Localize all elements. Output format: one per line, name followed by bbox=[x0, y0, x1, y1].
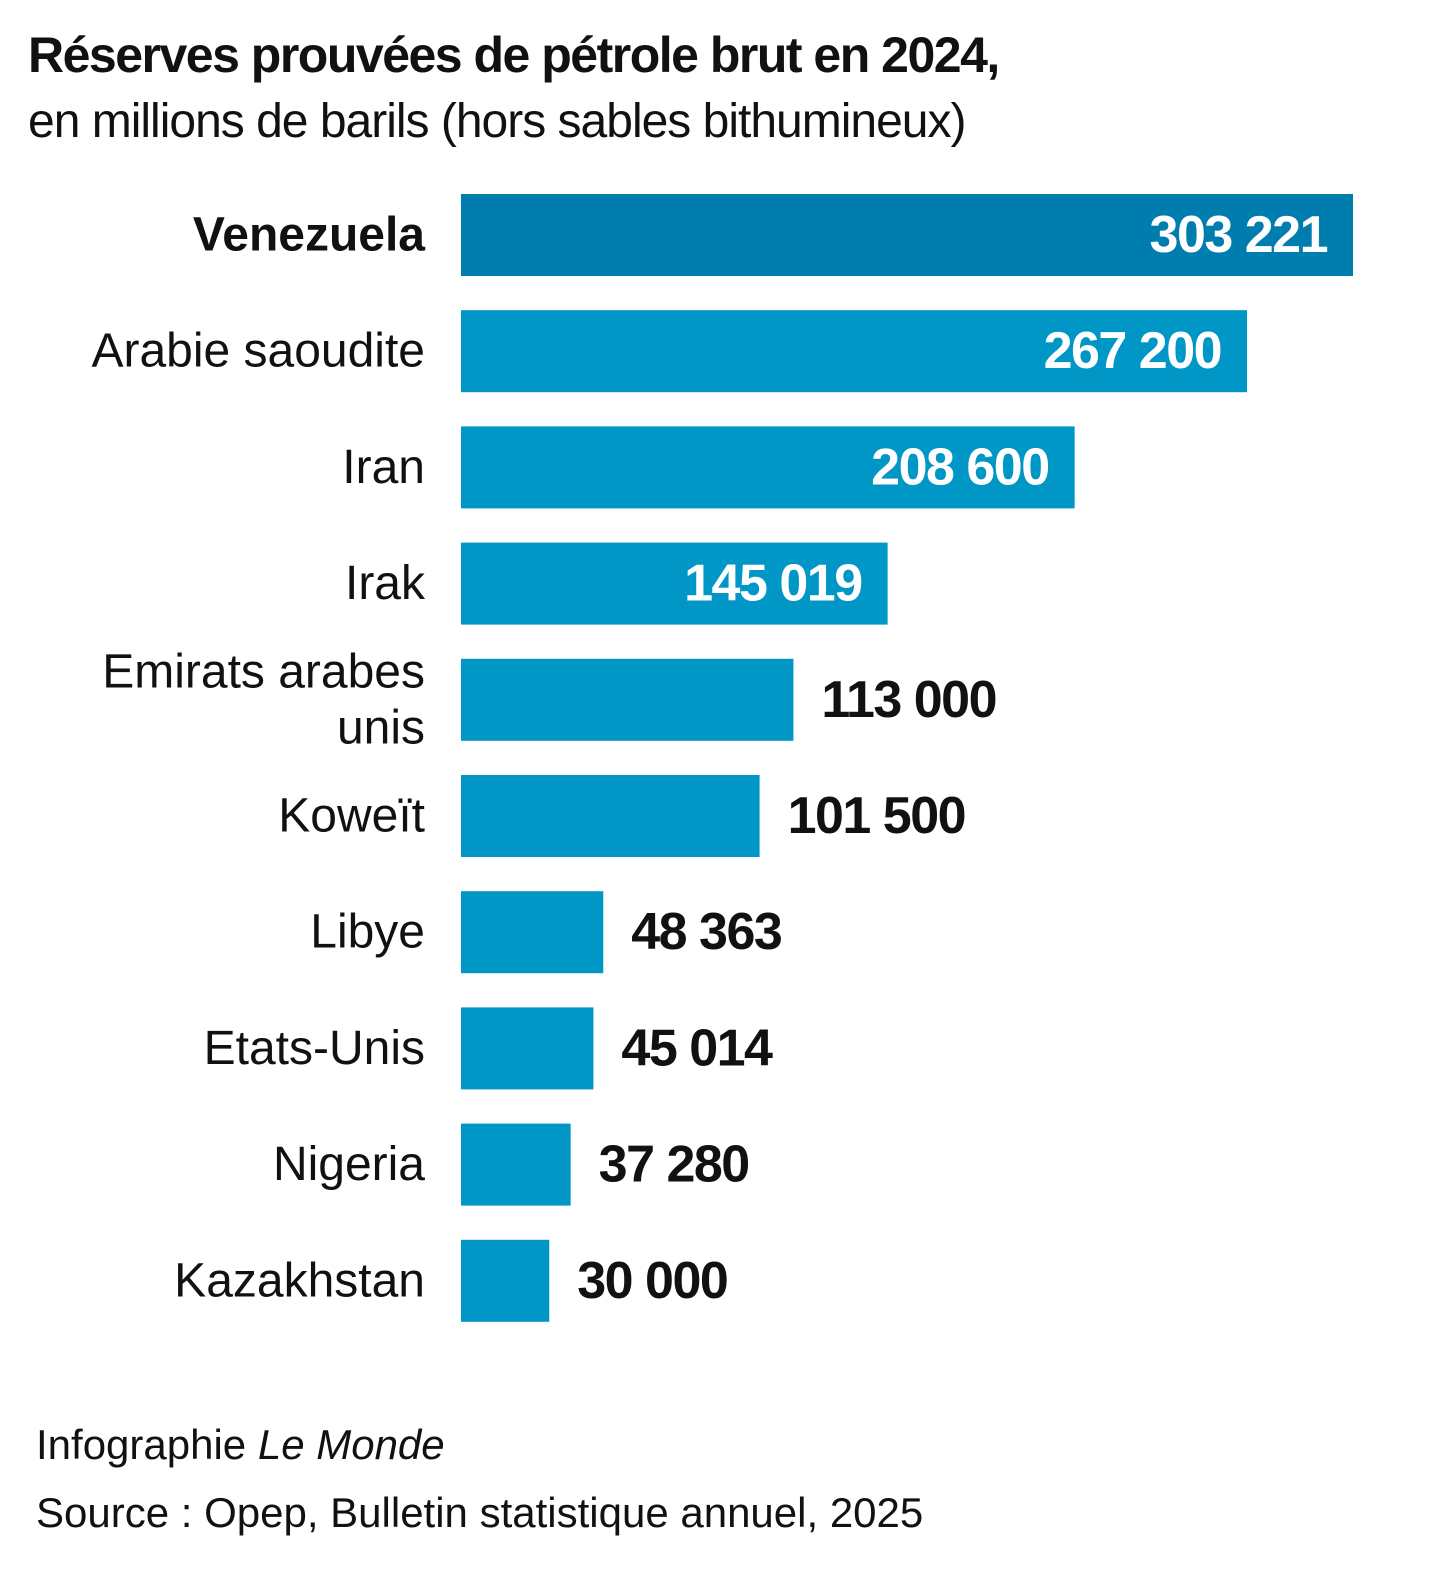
value-label: 113 000 bbox=[821, 671, 996, 729]
category-label: Venezuela bbox=[193, 209, 425, 262]
category-label: Etats-Unis bbox=[204, 1022, 425, 1075]
category-label-line: Iran bbox=[342, 441, 425, 494]
category-label-line: Venezuela bbox=[193, 209, 425, 262]
bar bbox=[461, 658, 794, 741]
category-label: Emirats arabes unis bbox=[102, 645, 425, 754]
category-label-line: Libye bbox=[310, 906, 425, 959]
chart-title: Réserves prouvées de pétrole brut en 202… bbox=[28, 27, 1000, 83]
credit-publication: Le Monde bbox=[257, 1421, 445, 1468]
bar bbox=[461, 310, 1248, 393]
category-label-line: unis bbox=[337, 701, 425, 754]
category-label-line: Etats-Unis bbox=[204, 1022, 425, 1075]
bar bbox=[461, 194, 1353, 276]
value-label: 145 019 bbox=[684, 555, 861, 613]
category-label: Arabie saoudite bbox=[91, 325, 425, 378]
value-label: 267 200 bbox=[1044, 322, 1221, 380]
bar bbox=[461, 1239, 550, 1322]
credit-prefix: Infographie bbox=[36, 1421, 258, 1468]
category-label: Nigeria bbox=[273, 1138, 425, 1191]
value-label: 208 600 bbox=[871, 438, 1048, 496]
category-label-line: Irak bbox=[345, 557, 426, 610]
value-label: 37 280 bbox=[599, 1136, 749, 1194]
value-label: 30 000 bbox=[577, 1252, 727, 1310]
category-label: Kazakhstan bbox=[174, 1254, 425, 1307]
bar bbox=[461, 1007, 594, 1090]
category-label-line: Koweït bbox=[278, 790, 425, 843]
value-label: 101 500 bbox=[788, 787, 965, 845]
bar bbox=[461, 426, 1075, 509]
bar-chart: Venezuela 303 221 Arabie saoudite 267 200 Ir… bbox=[91, 194, 1353, 1322]
bar bbox=[461, 542, 888, 625]
category-label: Koweït bbox=[278, 790, 425, 843]
category-label-line: Arabie saoudite bbox=[91, 325, 425, 378]
value-label: 48 363 bbox=[631, 903, 782, 961]
value-label: 303 221 bbox=[1150, 206, 1328, 264]
category-label-line: Nigeria bbox=[273, 1138, 425, 1191]
credit-line: Infographie Le Monde bbox=[36, 1421, 445, 1468]
bar bbox=[461, 775, 760, 857]
value-label: 45 014 bbox=[621, 1019, 773, 1077]
category-label-line: Kazakhstan bbox=[174, 1254, 425, 1307]
source-line: Source : Opep, Bulletin statistique annu… bbox=[36, 1489, 924, 1536]
category-label-line: Emirats arabes bbox=[102, 645, 425, 698]
category-label: Libye bbox=[310, 906, 425, 959]
category-label: Irak bbox=[345, 557, 426, 610]
chart-subtitle: en millions de barils (hors sables bithu… bbox=[28, 95, 966, 148]
bar bbox=[461, 1123, 571, 1206]
category-label: Iran bbox=[342, 441, 425, 494]
bar bbox=[461, 891, 604, 974]
